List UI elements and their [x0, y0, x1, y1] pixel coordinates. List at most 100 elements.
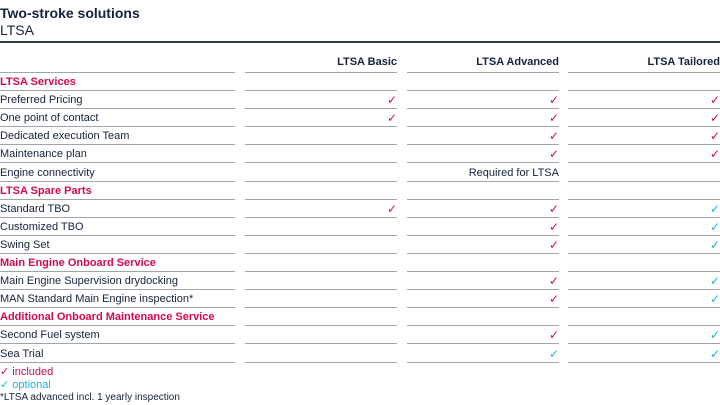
- section-title: Main Engine Onboard Service: [0, 257, 156, 269]
- cell-basic: ✓: [245, 200, 397, 218]
- column-header-basic: LTSA Basic: [337, 56, 397, 68]
- row-label: Second Fuel system: [0, 329, 100, 342]
- included-check-icon: ✓: [386, 111, 397, 126]
- cell-basic: [245, 254, 397, 272]
- optional-check-icon: ✓: [709, 328, 720, 343]
- cell-basic: [245, 182, 397, 200]
- cell-tailored: ✓: [568, 200, 720, 218]
- cell-basic: ✓: [245, 91, 397, 110]
- optional-check-icon: ✓: [709, 237, 720, 252]
- row-label: MAN Standard Main Engine inspection*: [0, 293, 194, 306]
- row-label-cell: One point of contact: [0, 109, 235, 128]
- legend-optional: ✓ optional: [0, 379, 51, 391]
- cell-basic: [245, 236, 397, 254]
- cell-basic: [245, 145, 397, 164]
- cell-basic: [245, 164, 397, 182]
- row-label: Standard TBO: [0, 202, 71, 215]
- cell-tailored: ✓: [568, 236, 720, 254]
- legend-included: ✓ included: [0, 366, 54, 378]
- row-label: One point of contact: [0, 112, 99, 125]
- included-check-icon: ✓: [548, 274, 559, 289]
- table-row: Dedicated execution Team ✓ ✓: [0, 127, 720, 146]
- cell-tailored: ✓: [568, 326, 720, 345]
- included-check-icon: ✓: [548, 219, 559, 234]
- cell-advanced: ✓: [407, 290, 559, 309]
- row-label-cell: Dedicated execution Team: [0, 127, 235, 146]
- cell-basic: [245, 308, 397, 327]
- cell-advanced: [407, 182, 559, 200]
- optional-check-icon: ✓: [548, 346, 559, 361]
- column-header-tailored: LTSA Tailored: [647, 56, 720, 68]
- included-check-icon: ✓: [709, 147, 720, 162]
- cell-basic: [245, 73, 397, 91]
- section-row: Main Engine Onboard Service: [0, 254, 720, 272]
- table-row: Maintenance plan ✓ ✓: [0, 145, 720, 164]
- cell-basic: ✓: [245, 109, 397, 128]
- row-label-cell: Main Engine Supervision drydocking: [0, 272, 235, 291]
- optional-check-icon: ✓: [709, 274, 720, 289]
- table-row: Engine connectivity Required for LTSA: [0, 164, 720, 182]
- included-check-icon: ✓: [386, 93, 397, 108]
- row-label-cell: LTSA Spare Parts: [0, 182, 235, 200]
- table-row: Sea Trial ✓ ✓: [0, 345, 720, 363]
- table-row: Customized TBO ✓ ✓: [0, 218, 720, 236]
- section-row: LTSA Spare Parts: [0, 182, 720, 200]
- cell-tailored: ✓: [568, 290, 720, 309]
- cell-note: Required for LTSA: [468, 166, 559, 179]
- cell-advanced: ✓: [407, 272, 559, 291]
- included-check-icon: ✓: [548, 111, 559, 126]
- optional-check-icon: ✓: [709, 292, 720, 307]
- footnote: *LTSA advanced incl. 1 yearly inspection: [0, 392, 180, 403]
- row-label: Sea Trial: [0, 347, 44, 360]
- row-label-cell: Additional Onboard Maintenance Service: [0, 308, 235, 327]
- title-divider: [0, 41, 720, 43]
- page-title: Two-stroke solutions: [0, 5, 140, 21]
- section-title: LTSA Services: [0, 76, 76, 88]
- optional-check-icon: ✓: [709, 219, 720, 234]
- section-title: LTSA Spare Parts: [0, 184, 92, 197]
- cell-basic: [245, 218, 397, 236]
- cell-basic: [245, 127, 397, 146]
- optional-check-icon: ✓: [709, 201, 720, 216]
- row-label: Customized TBO: [0, 220, 84, 233]
- included-check-icon: ✓: [709, 111, 720, 126]
- cell-tailored: ✓: [568, 345, 720, 363]
- included-check-icon: ✓: [548, 237, 559, 252]
- row-label: Preferred Pricing: [0, 94, 83, 107]
- cell-advanced: [407, 73, 559, 91]
- row-label-cell: Main Engine Onboard Service: [0, 254, 235, 272]
- included-check-icon: ✓: [548, 201, 559, 216]
- included-check-icon: ✓: [548, 328, 559, 343]
- table-row: Main Engine Supervision drydocking ✓ ✓: [0, 272, 720, 291]
- cell-advanced: ✓: [407, 91, 559, 110]
- cell-tailored: ✓: [568, 145, 720, 164]
- included-check-icon: ✓: [548, 129, 559, 144]
- row-label-cell: Maintenance plan: [0, 145, 235, 164]
- included-check-icon: ✓: [386, 201, 397, 216]
- row-label-cell: LTSA Services: [0, 73, 235, 91]
- cell-advanced: ✓: [407, 127, 559, 146]
- cell-basic: [245, 290, 397, 309]
- cell-advanced: ✓: [407, 200, 559, 218]
- included-check-icon: ✓: [709, 129, 720, 144]
- cell-advanced: [407, 254, 559, 272]
- cell-tailored: [568, 308, 720, 327]
- included-check-icon: ✓: [548, 147, 559, 162]
- column-header-advanced: LTSA Advanced: [476, 56, 559, 68]
- cell-advanced: ✓: [407, 326, 559, 345]
- included-check-icon: ✓: [548, 93, 559, 108]
- cell-tailored: ✓: [568, 218, 720, 236]
- cell-basic: [245, 272, 397, 291]
- included-check-icon: ✓: [709, 93, 720, 108]
- page-subtitle: LTSA: [0, 22, 34, 38]
- row-label: Main Engine Supervision drydocking: [0, 275, 178, 288]
- row-label-cell: Sea Trial: [0, 345, 235, 363]
- cell-tailored: [568, 73, 720, 91]
- cell-basic: [245, 326, 397, 345]
- table-row: Standard TBO ✓ ✓ ✓: [0, 200, 720, 218]
- cell-tailored: ✓: [568, 272, 720, 291]
- cell-advanced: Required for LTSA: [407, 164, 559, 182]
- cell-advanced: ✓: [407, 345, 559, 363]
- cell-advanced: ✓: [407, 145, 559, 164]
